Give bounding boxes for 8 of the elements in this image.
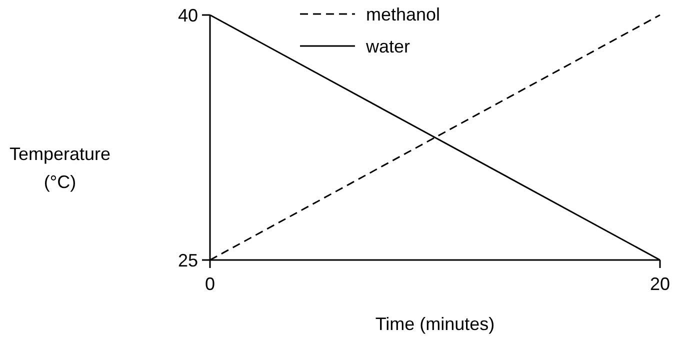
y-tick-label: 40 (178, 5, 198, 26)
x-tick-label: 0 (204, 274, 216, 294)
x-axis-title: Time (minutes) (375, 314, 495, 334)
y-axis-title: Temperature (°C) (9, 144, 111, 192)
legend-label: methanol (366, 4, 440, 24)
y-tick-label: 25 (178, 250, 198, 270)
x-tick-label: 20 (650, 274, 670, 294)
legend-label: water (365, 36, 410, 56)
